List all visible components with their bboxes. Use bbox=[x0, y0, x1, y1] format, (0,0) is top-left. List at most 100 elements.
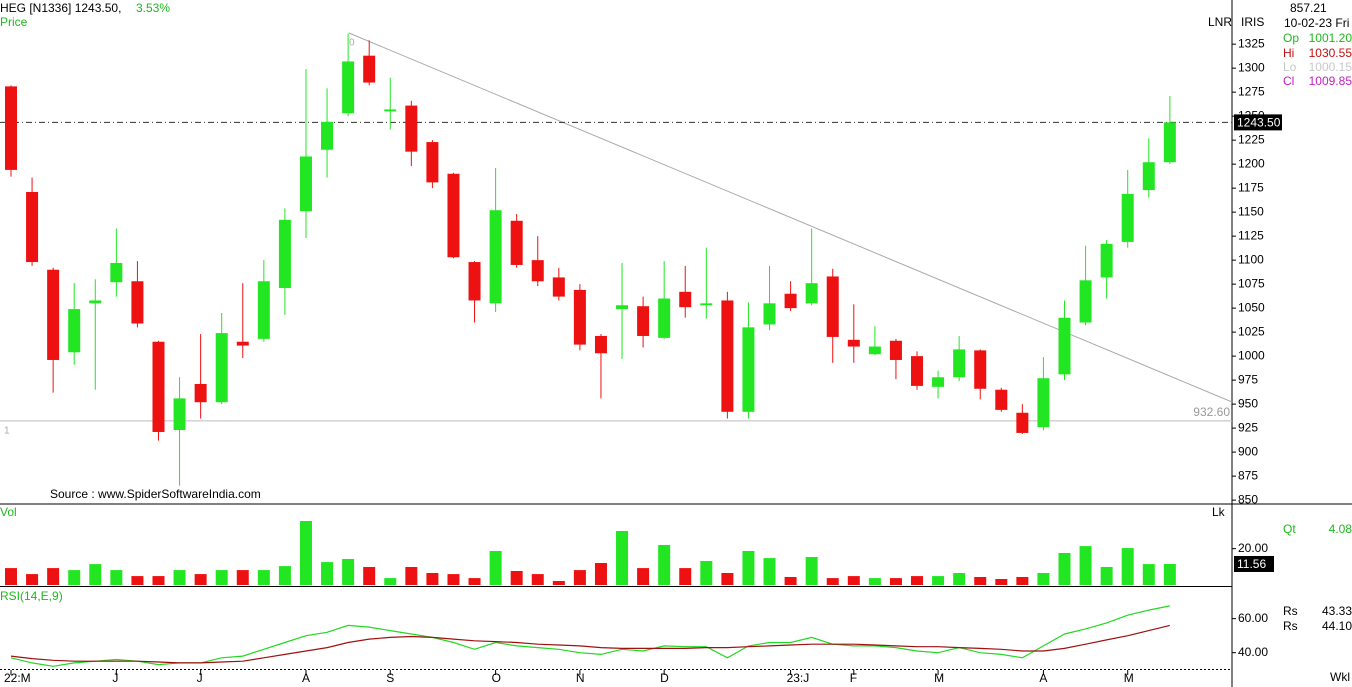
volume-bar bbox=[299, 521, 312, 585]
candle-body bbox=[299, 156, 312, 212]
y-tick-label: 1125 bbox=[1238, 228, 1264, 242]
candle-body bbox=[742, 327, 755, 412]
volume-bar bbox=[826, 578, 839, 585]
volume-bar bbox=[257, 570, 270, 585]
x-tick-label: A bbox=[1039, 671, 1047, 685]
candle-body bbox=[26, 191, 39, 263]
volume-bar bbox=[1121, 548, 1134, 585]
candle-body bbox=[1058, 317, 1071, 375]
candle-body bbox=[152, 341, 165, 432]
volume-bar bbox=[1016, 577, 1029, 585]
x-tick-label: S bbox=[386, 671, 394, 685]
candle-body bbox=[911, 356, 924, 386]
x-tick-label: J bbox=[197, 671, 203, 685]
volume-bar bbox=[974, 577, 987, 585]
candle-body bbox=[679, 291, 692, 308]
x-tick-label: O bbox=[492, 671, 501, 685]
volume-bar bbox=[637, 568, 650, 585]
x-tick-label: M bbox=[934, 671, 944, 685]
x-tick-label: 22:M bbox=[4, 671, 31, 685]
volume-bar bbox=[363, 567, 376, 585]
y-tick-label: 1300 bbox=[1238, 60, 1265, 74]
volume-bar bbox=[889, 578, 902, 585]
x-tick-label: N bbox=[576, 671, 585, 685]
candle-body bbox=[89, 300, 102, 304]
y-tick-label: 850 bbox=[1238, 492, 1258, 506]
candle-body bbox=[68, 309, 81, 353]
x-tick-label: 23:J bbox=[787, 671, 810, 685]
volume-bar bbox=[594, 563, 607, 585]
volume-bar bbox=[742, 551, 755, 585]
volume-bar bbox=[573, 570, 586, 585]
candle-body bbox=[1121, 193, 1134, 242]
candle-body bbox=[1100, 243, 1113, 278]
y-tick-label: 1175 bbox=[1238, 180, 1264, 194]
candle-body bbox=[447, 173, 460, 258]
volume-bar bbox=[763, 558, 776, 585]
candle-body bbox=[510, 220, 523, 265]
volume-bar bbox=[342, 559, 355, 585]
info-name: Cl bbox=[1283, 74, 1294, 88]
volume-bar bbox=[552, 581, 565, 585]
candle-body bbox=[47, 269, 60, 360]
y-tick-label: 975 bbox=[1238, 372, 1258, 386]
trend-line bbox=[348, 32, 1233, 403]
candle-body bbox=[552, 277, 565, 297]
value-tag-label: 11.56 bbox=[1237, 557, 1266, 571]
y-tick-label: 1050 bbox=[1238, 300, 1265, 314]
candle-body bbox=[489, 210, 502, 304]
candle-body bbox=[173, 398, 186, 431]
unit-tag: Lk bbox=[1212, 505, 1226, 519]
candle-body bbox=[763, 303, 776, 325]
volume-bar bbox=[932, 576, 945, 585]
candle-body bbox=[889, 340, 902, 360]
candle-body bbox=[1163, 122, 1176, 163]
volume-bar bbox=[1100, 567, 1113, 585]
volume-bar bbox=[700, 561, 713, 585]
chart-title: HEG [N1336] 1243.50, bbox=[0, 1, 121, 15]
candle-body bbox=[594, 335, 607, 354]
legend-value: 44.10 bbox=[1322, 619, 1352, 633]
rsi-line bbox=[10, 624, 1170, 664]
volume-bar bbox=[89, 564, 102, 585]
candle-body bbox=[468, 262, 481, 301]
y-tick-label: 1000 bbox=[1238, 348, 1265, 362]
candle-body bbox=[868, 346, 881, 355]
candle-body bbox=[405, 105, 418, 152]
volume-bar bbox=[152, 576, 165, 585]
y-tick-label: 950 bbox=[1238, 396, 1258, 410]
y-tick-label: 1075 bbox=[1238, 276, 1265, 290]
volume-bar bbox=[679, 568, 692, 585]
candle-body bbox=[573, 289, 586, 345]
legend-name: Rs bbox=[1283, 619, 1298, 633]
candle-body bbox=[131, 281, 144, 324]
volume-bar bbox=[5, 568, 17, 585]
candle-body bbox=[321, 121, 334, 150]
info-name: Lo bbox=[1283, 60, 1297, 74]
info-value: 1009.85 bbox=[1309, 74, 1352, 88]
info-value: 1000.15 bbox=[1309, 60, 1352, 74]
value-tag bbox=[1234, 114, 1282, 131]
candle-body bbox=[826, 276, 839, 337]
candle-body bbox=[1142, 162, 1155, 191]
volume-bar bbox=[47, 568, 60, 585]
y-tick-label: 900 bbox=[1238, 444, 1258, 458]
info-name: Op bbox=[1283, 31, 1299, 45]
volume-bar bbox=[26, 574, 39, 585]
candle-body bbox=[1079, 280, 1092, 323]
volume-bar bbox=[110, 570, 123, 585]
value-tag-label: 1243.50 bbox=[1237, 116, 1281, 130]
x-tick-label: M bbox=[1124, 671, 1134, 685]
x-tick-label: J bbox=[112, 671, 118, 685]
volume-bar bbox=[405, 567, 418, 585]
y-tick-label: 1025 bbox=[1238, 324, 1265, 338]
info-value: 1030.55 bbox=[1309, 46, 1352, 60]
panel-label: Vol bbox=[0, 505, 17, 519]
change: 3.53% bbox=[136, 1, 170, 15]
volume-bar bbox=[911, 576, 924, 585]
volume-bar bbox=[278, 566, 291, 585]
candle-body bbox=[637, 306, 650, 336]
volume-bar bbox=[531, 574, 544, 585]
volume-bar bbox=[236, 570, 249, 585]
